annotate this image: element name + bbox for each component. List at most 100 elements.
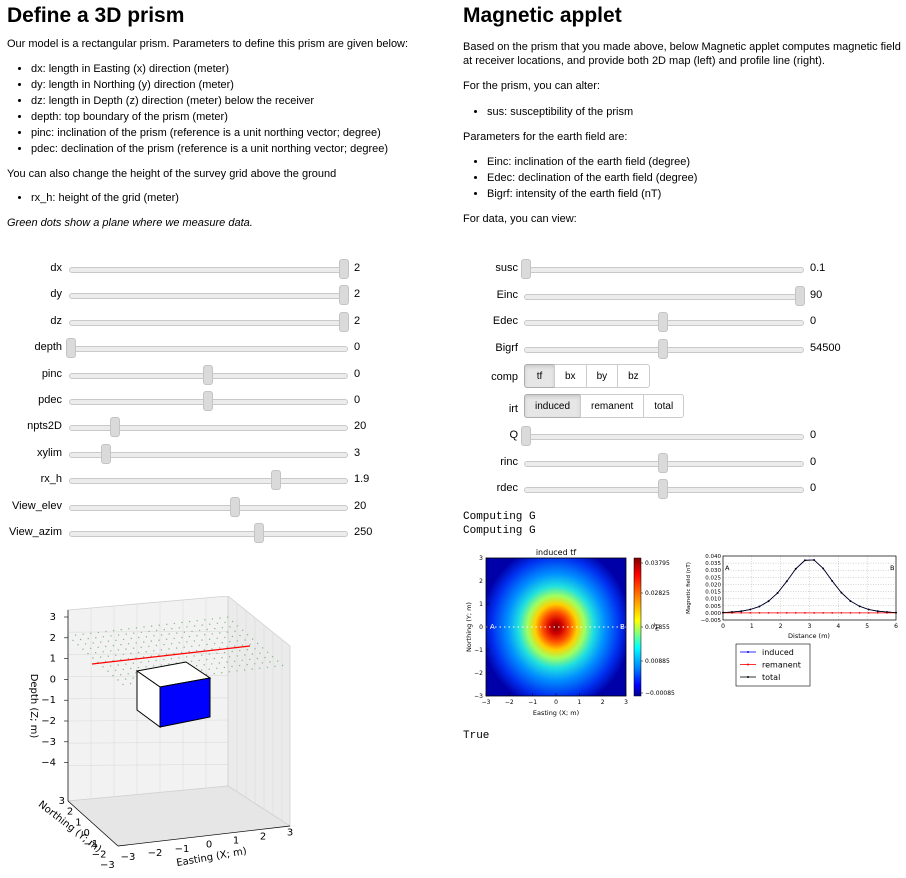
slider-label: rdec (496, 482, 518, 495)
z-tick-label: −2 (41, 716, 56, 727)
data-point-total (767, 600, 770, 603)
x-tick-label: −3 (121, 852, 136, 863)
slider-label: Q (509, 429, 518, 441)
pdec-slider-handle[interactable] (202, 391, 213, 411)
x-tick-label: 2 (260, 832, 266, 843)
view_azim-slider-track[interactable] (69, 531, 348, 537)
y-tick-label: −2 (474, 670, 483, 677)
profile-line (91, 645, 251, 665)
pinc-slider-handle[interactable] (202, 364, 213, 385)
npts2d-slider-handle[interactable] (109, 417, 120, 438)
q-slider-track[interactable] (524, 434, 804, 440)
y-tick-label: 2 (67, 807, 73, 818)
toggle-bx[interactable]: bx (554, 364, 587, 388)
output-log: Computing G Computing G (463, 510, 536, 538)
colorbar-ticks: 0.03795 0.02825 0.01855 0.00885 −0.00085 (641, 560, 675, 697)
dy-slider-handle[interactable] (339, 285, 349, 306)
toggle-total[interactable]: total (643, 394, 685, 418)
heatmap-ylabel: Northing (Y; m) (465, 602, 473, 652)
slider-label: dy (50, 288, 62, 301)
toggle-bz[interactable]: bz (617, 364, 650, 388)
susc-slider-track[interactable] (524, 267, 804, 273)
data-point-remanent (849, 612, 852, 614)
rx_h-slider-track[interactable] (69, 478, 348, 485)
pdec-slider-value: 0 (354, 394, 361, 406)
slider-row-dz: dz 2 (0, 311, 406, 332)
legend: induced remanent total (740, 648, 801, 682)
q-slider-handle[interactable] (521, 426, 531, 446)
depth-slider-value: 0 (354, 341, 361, 354)
output-result: True (463, 730, 490, 742)
toggle-induced[interactable]: induced (524, 394, 582, 418)
depth-slider-track[interactable] (69, 346, 348, 353)
y-tick-label: 0.025 (705, 575, 721, 581)
y-tick-label: 0.000 (705, 611, 721, 617)
prism-param-list: dx: length in Easting (x) direction (met… (7, 61, 447, 157)
depth-slider-handle[interactable] (66, 338, 76, 359)
view_elev-slider-handle[interactable] (229, 496, 240, 517)
param-item: pinc: inclination of the prism (referenc… (31, 125, 447, 141)
colorbar-tick-label: 0.03795 (645, 560, 670, 567)
data-point-total (758, 605, 761, 608)
toggle-tf[interactable]: tf (524, 364, 555, 388)
param-item: dy: length in Northing (y) direction (me… (31, 77, 447, 93)
param-item: Edec: declination of the earth field (de… (487, 170, 903, 186)
param-item: Einc: inclination of the earth field (de… (487, 154, 903, 170)
z-tick-label: −3 (41, 737, 56, 748)
slider-label: pdec (38, 394, 62, 406)
slider-label: npts2D (27, 420, 62, 433)
data-point-total (776, 592, 779, 594)
data-point-total (831, 580, 834, 582)
dy-slider-track[interactable] (69, 293, 348, 300)
y-tick-label: 0.035 (705, 561, 721, 567)
prism-front-face (159, 677, 211, 728)
slider-label: xylim (36, 446, 62, 459)
slider-row-view_elev: View_elev 20 (0, 496, 406, 517)
bigrf-slider-handle[interactable] (658, 338, 668, 359)
dx-slider-track[interactable] (69, 267, 348, 273)
param-item: dx: length in Easting (x) direction (met… (31, 61, 447, 77)
slider-label: Edec (492, 315, 518, 328)
param-item: dz: length in Depth (z) direction (meter… (31, 93, 447, 109)
einc-slider-track[interactable] (524, 293, 804, 300)
applet-title: Magnetic applet (463, 4, 622, 27)
einc-slider-handle[interactable] (795, 285, 805, 306)
edec-slider-value: 0 (810, 315, 817, 328)
view_azim-slider-handle[interactable] (254, 523, 265, 543)
grid-text: You can also change the height of the su… (7, 168, 337, 180)
data-point-remanent (785, 612, 788, 614)
data-point-total (886, 611, 888, 613)
npts2d-slider-track[interactable] (69, 425, 348, 432)
data-point-total (749, 608, 752, 611)
toggle-by[interactable]: by (585, 364, 619, 388)
rinc-slider-value: 0 (810, 455, 817, 468)
dz-slider-handle[interactable] (339, 311, 349, 332)
slider-label: dz (50, 314, 62, 327)
toggle-remanent[interactable]: remanent (580, 394, 645, 418)
slider-row-edec: Edec 0 (463, 312, 862, 333)
data-point-remanent (858, 612, 861, 614)
legend-box (735, 643, 811, 687)
data-point-remanent (758, 612, 761, 614)
xylim-slider-track[interactable] (69, 451, 348, 458)
xylim-slider-handle[interactable] (101, 443, 112, 464)
heatmap-title: induced tf (536, 548, 577, 557)
y-tick-label: 0.040 (705, 554, 721, 560)
param-item: sus: susceptibility of the prism (487, 104, 903, 120)
dz-slider-track[interactable] (69, 319, 348, 326)
series-line-total (722, 559, 897, 613)
pinc-slider-value: 0 (354, 367, 361, 380)
view_elev-slider-track[interactable] (69, 504, 348, 511)
rx_h-slider-handle[interactable] (270, 470, 281, 491)
data-point-total (849, 600, 852, 602)
susc-slider-handle[interactable] (521, 259, 531, 279)
x-tick-label: −2 (148, 848, 163, 859)
dx-slider-handle[interactable] (339, 259, 349, 279)
rdec-slider-handle[interactable] (658, 479, 668, 500)
rinc-slider-handle[interactable] (658, 452, 668, 473)
edec-slider-handle[interactable] (658, 312, 668, 333)
data-point-remanent (767, 612, 770, 614)
y-tick-label: −1 (83, 839, 98, 850)
legend-marker (747, 651, 749, 653)
